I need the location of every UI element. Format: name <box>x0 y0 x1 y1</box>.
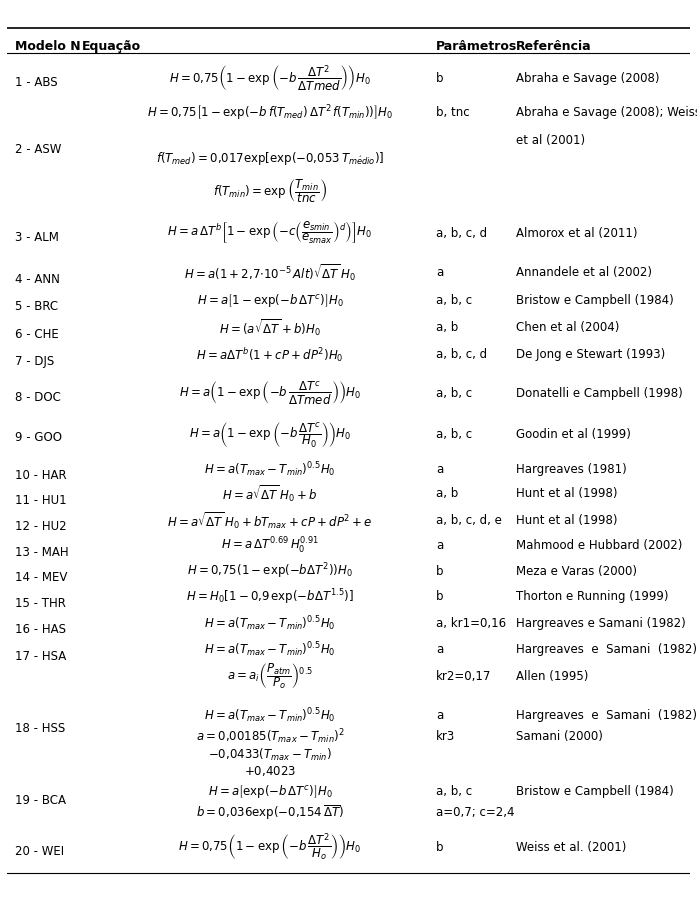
Text: $H = (a\sqrt{\Delta T} + b)H_{0}$: $H = (a\sqrt{\Delta T} + b)H_{0}$ <box>219 317 321 338</box>
Text: 17 - HSA: 17 - HSA <box>15 649 66 663</box>
Text: Mahmood e Hubbard (2002): Mahmood e Hubbard (2002) <box>516 540 682 552</box>
Text: a: a <box>436 540 443 552</box>
Text: Bristow e Campbell (1984): Bristow e Campbell (1984) <box>516 294 673 307</box>
Text: 3 - ALM: 3 - ALM <box>15 231 59 243</box>
Text: $H = a\Delta T^{b}(1 + cP + dP^{2})H_{0}$: $H = a\Delta T^{b}(1 + cP + dP^{2})H_{0}… <box>196 346 344 364</box>
Text: 13 - MAH: 13 - MAH <box>15 546 69 559</box>
Text: De Jong e Stewart (1993): De Jong e Stewart (1993) <box>516 348 665 361</box>
Text: Parâmetros: Parâmetros <box>436 40 517 53</box>
Text: $b = 0{,}036\exp(-0{,}154\,\overline{\Delta T})$: $b = 0{,}036\exp(-0{,}154\,\overline{\De… <box>196 803 344 822</box>
Text: b, tnc: b, tnc <box>436 106 470 119</box>
Text: Hunt et al (1998): Hunt et al (1998) <box>516 514 618 527</box>
Text: kr2=0,17: kr2=0,17 <box>436 670 491 682</box>
Text: Hargreaves  e  Samani  (1982): Hargreaves e Samani (1982) <box>516 709 697 722</box>
Text: $H = a(T_{max} - T_{min})^{0.5}H_{0}$: $H = a(T_{max} - T_{min})^{0.5}H_{0}$ <box>204 707 336 725</box>
Text: 18 - HSS: 18 - HSS <box>15 722 66 735</box>
Text: $+ 0{,}4023$: $+ 0{,}4023$ <box>244 764 296 778</box>
Text: Hargreaves  e  Samani  (1982): Hargreaves e Samani (1982) <box>516 643 697 656</box>
Text: Annandele et al (2002): Annandele et al (2002) <box>516 267 652 279</box>
Text: $H = a\left[\exp(-b\,\Delta T^{c})\right]H_{0}$: $H = a\left[\exp(-b\,\Delta T^{c})\right… <box>208 783 332 800</box>
Text: 20 - WEI: 20 - WEI <box>15 845 64 858</box>
Text: a, b, c, d: a, b, c, d <box>436 227 487 240</box>
Text: Hargreaves (1981): Hargreaves (1981) <box>516 462 627 476</box>
Text: $H = 0{,}75 \left[1 - \exp(-b\,f(T_{med})\,\Delta T^{2}\,f(T_{min}))\right] H_{0: $H = 0{,}75 \left[1 - \exp(-b\,f(T_{med}… <box>147 103 393 123</box>
Text: a: a <box>436 267 443 279</box>
Text: b: b <box>436 565 443 577</box>
Text: Samani (2000): Samani (2000) <box>516 730 603 744</box>
Text: b: b <box>436 590 443 603</box>
Text: 6 - CHE: 6 - CHE <box>15 328 59 340</box>
Text: b: b <box>436 72 443 85</box>
Text: Goodin et al (1999): Goodin et al (1999) <box>516 427 631 441</box>
Text: $f(T_{min}) = \exp\left(\dfrac{T_{min}}{tnc}\right)$: $f(T_{min}) = \exp\left(\dfrac{T_{min}}{… <box>213 177 327 205</box>
Text: b: b <box>436 841 443 854</box>
Text: 14 - MEV: 14 - MEV <box>15 571 68 585</box>
Text: $H = a\,\Delta T^{0.69}\,H_{0}^{0.91}$: $H = a\,\Delta T^{0.69}\,H_{0}^{0.91}$ <box>221 536 319 556</box>
Text: $H = a\sqrt{\Delta T}\,H_{0} + bT_{max} + cP + dP^{2} + e$: $H = a\sqrt{\Delta T}\,H_{0} + bT_{max} … <box>167 510 373 531</box>
Text: Abraha e Savage (2008); Weiss: Abraha e Savage (2008); Weiss <box>516 106 697 119</box>
Text: $H = a\,\Delta T^{b}\left[1 - \exp\left(-c\left(\dfrac{e_{smin}}{e_{smax}}\right: $H = a\,\Delta T^{b}\left[1 - \exp\left(… <box>167 220 373 246</box>
Text: $a = 0{,}00185(T_{max} - T_{min})^{2}$: $a = 0{,}00185(T_{max} - T_{min})^{2}$ <box>196 727 344 746</box>
Text: $H = a\left(1 - \exp\left(-b\,\dfrac{\Delta T^{c}}{\Delta Tmed}\right)\right)H_{: $H = a\left(1 - \exp\left(-b\,\dfrac{\De… <box>179 380 361 408</box>
Text: Allen (1995): Allen (1995) <box>516 670 588 682</box>
Text: Chen et al (2004): Chen et al (2004) <box>516 321 619 334</box>
Text: 10 - HAR: 10 - HAR <box>15 470 67 482</box>
Text: $H = H_{0}[1 - 0{,}9\,\exp(-b\Delta T^{1.5})]$: $H = H_{0}[1 - 0{,}9\,\exp(-b\Delta T^{1… <box>186 587 354 607</box>
Text: a: a <box>436 643 443 656</box>
Text: $a = a_{i}\left(\dfrac{P_{atm}}{P_{o}}\right)^{0.5}$: $a = a_{i}\left(\dfrac{P_{atm}}{P_{o}}\r… <box>227 661 313 691</box>
Text: a, b, c: a, b, c <box>436 387 472 400</box>
Text: et al (2001): et al (2001) <box>516 134 585 146</box>
Text: Donatelli e Campbell (1998): Donatelli e Campbell (1998) <box>516 387 682 400</box>
Text: a, kr1=0,16: a, kr1=0,16 <box>436 617 506 629</box>
Text: a, b: a, b <box>436 488 458 500</box>
Text: a, b, c: a, b, c <box>436 294 472 307</box>
Text: a: a <box>436 709 443 722</box>
Text: $H = a\left[1 - \exp(-b\,\Delta T^{c})\right]H_{0}$: $H = a\left[1 - \exp(-b\,\Delta T^{c})\r… <box>197 292 343 309</box>
Text: $H = a\left(1 - \exp\left(-b\,\dfrac{\Delta T^{c}}{H_{0}}\right)\right)H_{0}$: $H = a\left(1 - \exp\left(-b\,\dfrac{\De… <box>189 419 351 448</box>
Text: $H = 0{,}75(1 - \exp(-b\Delta T^{2}))H_{0}$: $H = 0{,}75(1 - \exp(-b\Delta T^{2}))H_{… <box>187 561 353 581</box>
Text: kr3: kr3 <box>436 730 455 744</box>
Text: 15 - THR: 15 - THR <box>15 597 66 610</box>
Text: 8 - DOC: 8 - DOC <box>15 391 61 404</box>
Text: 7 - DJS: 7 - DJS <box>15 355 54 368</box>
Text: Equação: Equação <box>82 40 141 53</box>
Text: 4 - ANN: 4 - ANN <box>15 273 60 286</box>
Text: a, b, c, d, e: a, b, c, d, e <box>436 514 502 527</box>
Text: Almorox et al (2011): Almorox et al (2011) <box>516 227 637 240</box>
Text: Abraha e Savage (2008): Abraha e Savage (2008) <box>516 72 659 85</box>
Text: 5 - BRC: 5 - BRC <box>15 300 59 313</box>
Text: Bristow e Campbell (1984): Bristow e Campbell (1984) <box>516 785 673 797</box>
Text: 1 - ABS: 1 - ABS <box>15 75 58 89</box>
Text: $H = a\sqrt{\Delta T}\,H_{0} + b$: $H = a\sqrt{\Delta T}\,H_{0} + b$ <box>222 483 318 505</box>
Text: 16 - HAS: 16 - HAS <box>15 623 66 637</box>
Text: $- 0{,}0433(T_{max} - T_{min})$: $- 0{,}0433(T_{max} - T_{min})$ <box>208 747 332 763</box>
Text: 2 - ASW: 2 - ASW <box>15 143 61 155</box>
Text: $H = 0{,}75\left(1 - \exp\left(-b\,\dfrac{\Delta T^{2}}{H_{o}}\right)\right)H_{0: $H = 0{,}75\left(1 - \exp\left(-b\,\dfra… <box>178 832 362 863</box>
Text: 11 - HU1: 11 - HU1 <box>15 494 67 506</box>
Text: a, b, c, d: a, b, c, d <box>436 348 487 361</box>
Text: Referência: Referência <box>516 40 592 53</box>
Text: $f(T_{med}) = 0{,}017 \exp[\exp(-0{,}053\,T_{m\acute{e}dio})]$: $f(T_{med}) = 0{,}017 \exp[\exp(-0{,}053… <box>155 150 384 167</box>
Text: Modelo N: Modelo N <box>15 40 81 53</box>
Text: a, b, c: a, b, c <box>436 427 472 441</box>
Text: Thorton e Running (1999): Thorton e Running (1999) <box>516 590 668 603</box>
Text: $H = 0{,}75 \left(1 - \exp\left(-b\,\dfrac{\Delta T^{2}}{\Delta Tmed}\right)\rig: $H = 0{,}75 \left(1 - \exp\left(-b\,\dfr… <box>169 64 371 93</box>
Text: Hunt et al (1998): Hunt et al (1998) <box>516 488 618 500</box>
Text: Hargreaves e Samani (1982): Hargreaves e Samani (1982) <box>516 617 686 629</box>
Text: $H = a(T_{max} - T_{min})^{0.5}H_{0}$: $H = a(T_{max} - T_{min})^{0.5}H_{0}$ <box>204 640 336 659</box>
Text: 9 - GOO: 9 - GOO <box>15 431 62 445</box>
Text: Weiss et al. (2001): Weiss et al. (2001) <box>516 841 626 854</box>
Text: a: a <box>436 462 443 476</box>
Text: $H = a(T_{max} - T_{min})^{0.5}H_{0}$: $H = a(T_{max} - T_{min})^{0.5}H_{0}$ <box>204 460 336 479</box>
Text: a, b: a, b <box>436 321 458 334</box>
Text: a, b, c: a, b, c <box>436 785 472 797</box>
Text: 19 - BCA: 19 - BCA <box>15 794 66 807</box>
Text: a=0,7; c=2,4: a=0,7; c=2,4 <box>436 806 514 819</box>
Text: 12 - HU2: 12 - HU2 <box>15 520 67 533</box>
Text: $H = a(T_{max} - T_{min})^{0.5}H_{0}$: $H = a(T_{max} - T_{min})^{0.5}H_{0}$ <box>204 614 336 632</box>
Text: Meza e Varas (2000): Meza e Varas (2000) <box>516 565 637 577</box>
Text: $H = a(1 + 2{,}7{\cdot}10^{-5}\,Alt)\sqrt{\Delta T}\,H_{0}$: $H = a(1 + 2{,}7{\cdot}10^{-5}\,Alt)\sqr… <box>184 262 355 284</box>
